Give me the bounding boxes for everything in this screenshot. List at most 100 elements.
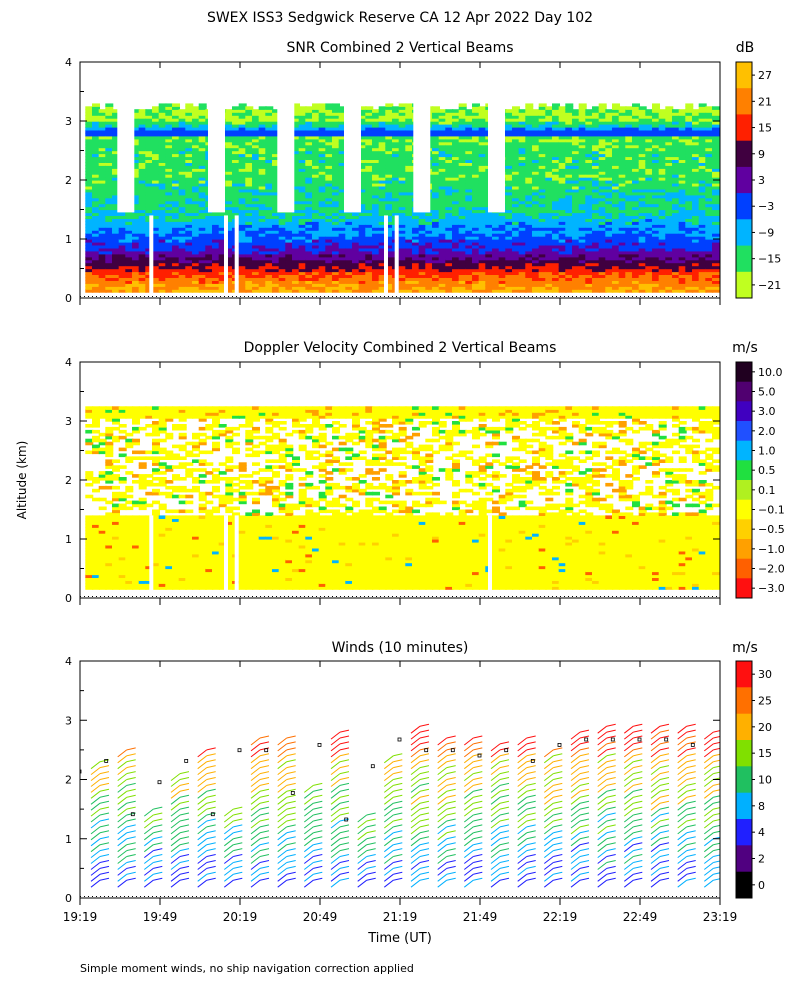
snr-cell [432, 162, 440, 166]
snr-cell [558, 227, 567, 231]
snr-cell [565, 103, 574, 107]
snr-cell [332, 159, 340, 163]
snr-cell [592, 106, 600, 110]
snr-cell [472, 253, 480, 258]
snr-cell [245, 194, 254, 199]
snr-cell [178, 236, 187, 240]
snr-cell [152, 200, 160, 205]
snr-cell [332, 182, 340, 187]
snr-cell [92, 259, 100, 264]
snr-cell [292, 106, 300, 110]
snr-cell [172, 233, 180, 237]
snr-cell [192, 162, 200, 166]
snr-cell [305, 168, 314, 172]
snr-cell [225, 256, 234, 261]
snr-cell [332, 233, 340, 237]
snr-cell [458, 182, 467, 187]
snr-cell [538, 174, 547, 178]
snr-cell [465, 206, 474, 211]
snr-cell [598, 212, 607, 216]
snr-cell [92, 188, 100, 193]
snr-cell [138, 268, 147, 273]
snr-cell [425, 283, 434, 287]
snr-cell [505, 141, 514, 146]
snr-cell [298, 135, 307, 140]
snr-cell [172, 129, 180, 134]
snr-cell [592, 289, 600, 293]
snr-cell [318, 239, 327, 243]
snr-cell [438, 132, 447, 137]
snr-cell [238, 230, 247, 234]
snr-cell [238, 200, 247, 205]
snr-cell [578, 188, 587, 193]
snr-cell [505, 218, 514, 222]
snr-cell [558, 286, 567, 290]
snr-cell [105, 218, 114, 222]
snr-cell [98, 221, 107, 225]
snr-cell [365, 132, 374, 137]
snr-cell [212, 289, 220, 293]
snr-cell [358, 247, 367, 252]
snr-cell [185, 197, 194, 202]
snr-cell [245, 132, 254, 137]
snr-cell [178, 212, 187, 216]
snr-cell [485, 280, 494, 284]
snr-cell [98, 244, 107, 249]
snr-cell [225, 141, 234, 146]
snr-cell [138, 118, 147, 122]
snr-cell [498, 289, 507, 293]
snr-cell [598, 165, 607, 169]
snr-cell [332, 221, 340, 225]
snr-cell [145, 109, 154, 113]
snr-cell [432, 118, 440, 122]
snr-cell [585, 188, 594, 193]
snr-cell [138, 150, 147, 155]
snr-cell [472, 194, 480, 199]
snr-cell [225, 115, 234, 119]
snr-cell [292, 115, 300, 119]
snr-cell [565, 215, 574, 219]
snr-cell [272, 197, 280, 202]
snr-cell [138, 206, 147, 211]
snr-cell [585, 194, 594, 199]
snr-cell [465, 115, 474, 119]
snr-cell [445, 241, 454, 246]
snr-cell [192, 141, 200, 146]
snr-cell [572, 253, 580, 258]
snr-cell [138, 215, 147, 219]
snr-cell [298, 244, 307, 249]
snr-cell [145, 138, 154, 143]
snr-cell [398, 132, 407, 137]
snr-cell [458, 165, 467, 169]
snr-cell [505, 224, 514, 228]
snr-cell [538, 253, 547, 258]
snr-cell [605, 286, 614, 290]
snr-cell [432, 250, 440, 255]
snr-cell [85, 191, 94, 196]
snr-cell [358, 165, 367, 169]
snr-cell [465, 274, 474, 278]
snr-cell [492, 233, 500, 237]
snr-cell [398, 188, 407, 193]
snr-cell [572, 121, 580, 125]
snr-cell [365, 194, 374, 199]
snr-cell [558, 221, 567, 225]
snr-cell [452, 197, 460, 202]
snr-cell [92, 250, 100, 255]
snr-cell [192, 268, 200, 273]
snr-cell [385, 135, 394, 140]
snr-cell [125, 236, 134, 240]
snr-cell [518, 165, 527, 169]
snr-cell [418, 233, 427, 237]
snr-cell [378, 141, 387, 146]
snr-cell [432, 265, 440, 270]
snr-cell [292, 168, 300, 172]
snr-cell [492, 289, 500, 293]
snr-cell [338, 212, 347, 216]
snr-cell [578, 109, 587, 113]
snr-cell [238, 121, 247, 125]
snr-cell [265, 224, 274, 228]
snr-cell [532, 182, 540, 187]
snr-cell [212, 218, 220, 222]
snr-cell [285, 233, 294, 237]
